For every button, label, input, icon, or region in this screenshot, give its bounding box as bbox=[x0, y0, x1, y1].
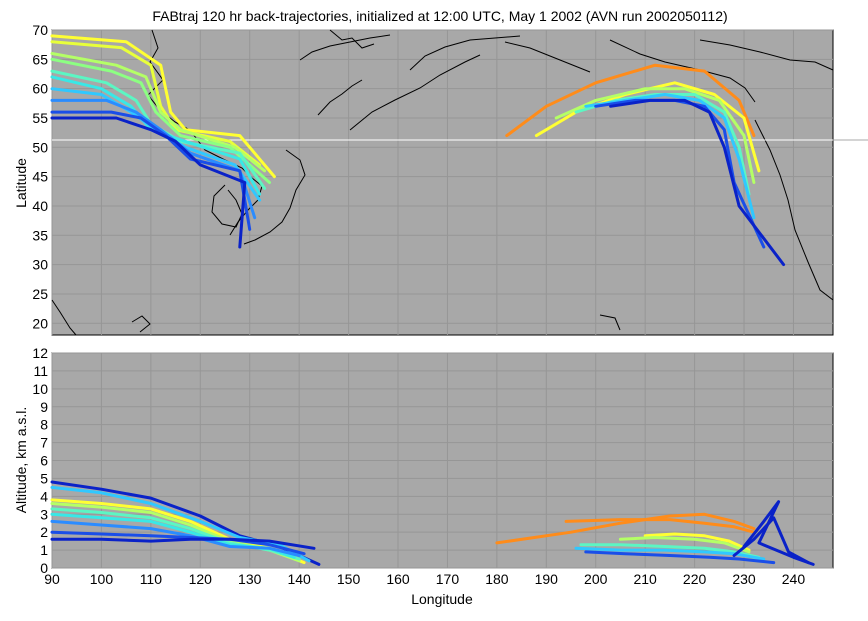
bottom-y-tick-label-7: 7 bbox=[40, 435, 48, 451]
top-y-ticks: 20 25 30 35 40 45 50 55 60 65 70 bbox=[32, 22, 48, 331]
x-tick-label-9: 180 bbox=[485, 571, 509, 587]
bottom-trajectory-asia-1 bbox=[50, 485, 311, 563]
bottom-trajectory-asia-4 bbox=[50, 507, 301, 561]
x-tick-label-12: 210 bbox=[633, 571, 657, 587]
top-trajectory-n-america-10 bbox=[505, 63, 756, 138]
x-tick-label-14: 230 bbox=[732, 571, 756, 587]
bottom-trajectory-n-america-9 bbox=[495, 512, 756, 545]
bottom-x-ticks: 90 100 110 120 130 140 150 160 170 180 190 200 210 22… bbox=[44, 571, 805, 587]
chart-title: FABtraj 120 hr back-trajectories, initia… bbox=[152, 8, 727, 24]
x-tick-label-7: 160 bbox=[386, 571, 410, 587]
bottom-trajectory-n-america-17 bbox=[742, 500, 815, 566]
top-y-tick-label-1: 25 bbox=[32, 286, 48, 302]
top-grid bbox=[51, 29, 833, 335]
x-tick-label-8: 170 bbox=[436, 571, 460, 587]
bottom-y-tick-label-8: 8 bbox=[40, 417, 48, 433]
top-trajectory-asia-3 bbox=[50, 57, 271, 184]
top-y-tick-label-3: 35 bbox=[32, 227, 48, 243]
bottom-y-tick-label-5: 5 bbox=[40, 470, 48, 486]
top-trajectory-n-america-16 bbox=[609, 98, 786, 267]
bottom-y-tick-label-11: 11 bbox=[33, 363, 48, 379]
bottom-y-tick-label-3: 3 bbox=[40, 506, 48, 522]
x-tick-label-5: 140 bbox=[287, 571, 311, 587]
x-tick-label-4: 130 bbox=[238, 571, 262, 587]
x-tick-label-15: 240 bbox=[782, 571, 806, 587]
top-trajectory-n-america-12 bbox=[554, 87, 756, 184]
bottom-y-tick-label-12: 12 bbox=[32, 345, 48, 361]
bottom-trajectory-asia-7 bbox=[50, 530, 306, 556]
top-trajectories bbox=[50, 34, 786, 267]
x-tick-label-10: 190 bbox=[535, 571, 559, 587]
bottom-y-tick-label-0: 0 bbox=[40, 560, 48, 576]
bottom-y-axis-label: Altitude, km a.s.l. bbox=[13, 407, 29, 514]
top-y-tick-label-5: 45 bbox=[32, 169, 48, 185]
bottom-y-tick-label-2: 2 bbox=[40, 524, 48, 540]
top-y-tick-label-4: 40 bbox=[32, 198, 48, 214]
top-y-tick-label-10: 70 bbox=[32, 22, 48, 38]
x-tick-label-6: 150 bbox=[337, 571, 361, 587]
bottom-trajectory-n-america-14 bbox=[574, 546, 766, 561]
top-y-tick-label-6: 50 bbox=[32, 139, 48, 155]
x-tick-label-0: 90 bbox=[44, 571, 60, 587]
x-tick-label-3: 120 bbox=[189, 571, 213, 587]
bottom-y-tick-label-4: 4 bbox=[40, 488, 48, 504]
bottom-y-tick-label-1: 1 bbox=[40, 542, 48, 558]
bottom-trajectory-asia-8 bbox=[50, 537, 316, 550]
bottom-trajectory-n-america-10 bbox=[564, 518, 756, 534]
top-y-axis-label: Latitude bbox=[13, 158, 29, 208]
x-axis-label: Longitude bbox=[411, 591, 473, 607]
top-panel: 20 25 30 35 40 45 50 55 60 65 70 Latitude bbox=[13, 22, 868, 336]
top-trajectory-asia-0 bbox=[50, 34, 276, 179]
bottom-trajectory-n-america-11 bbox=[643, 532, 751, 552]
bottom-trajectory-n-america-12 bbox=[618, 536, 751, 554]
top-trajectory-asia-2 bbox=[50, 52, 267, 173]
bottom-trajectory-asia-6 bbox=[50, 519, 301, 557]
bottom-y-tick-label-9: 9 bbox=[40, 399, 48, 415]
bottom-grid bbox=[51, 352, 833, 569]
x-tick-label-1: 100 bbox=[90, 571, 114, 587]
bottom-trajectory-n-america-15 bbox=[584, 550, 776, 565]
top-y-tick-label-8: 60 bbox=[32, 81, 48, 97]
top-plot-area bbox=[51, 29, 834, 336]
top-y-tick-label-7: 55 bbox=[32, 110, 48, 126]
top-trajectory-asia-9 bbox=[50, 116, 247, 249]
x-tick-label-13: 220 bbox=[683, 571, 707, 587]
bottom-y-tick-label-6: 6 bbox=[40, 453, 48, 469]
bottom-y-tick-label-10: 10 bbox=[32, 381, 48, 397]
x-tick-label-2: 110 bbox=[140, 571, 163, 587]
top-y-tick-label-0: 20 bbox=[32, 315, 48, 331]
x-tick-label-11: 200 bbox=[584, 571, 608, 587]
top-y-tick-label-9: 65 bbox=[32, 51, 48, 67]
top-y-tick-label-2: 30 bbox=[32, 257, 48, 273]
top-trajectory-asia-1 bbox=[50, 40, 262, 167]
bottom-trajectories bbox=[50, 480, 815, 566]
